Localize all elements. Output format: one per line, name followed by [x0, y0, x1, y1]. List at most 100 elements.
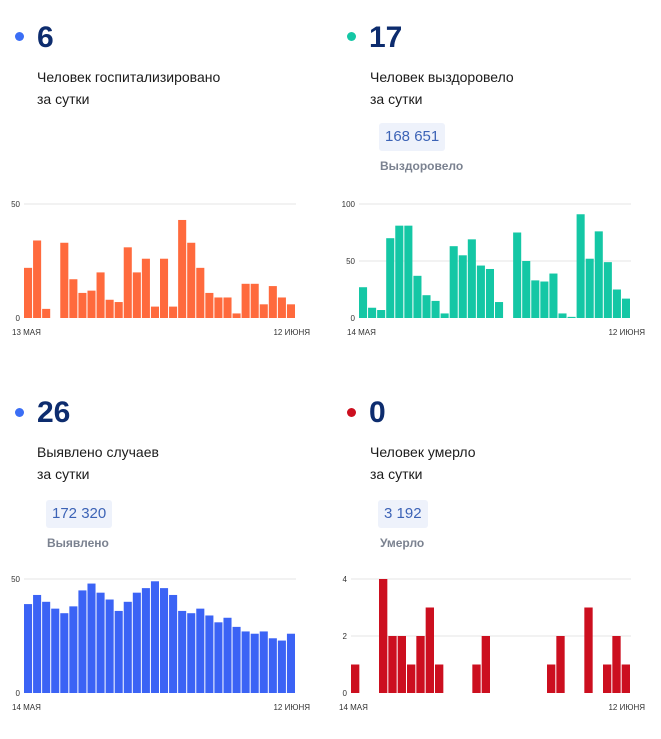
bar — [416, 636, 425, 693]
bar — [286, 633, 295, 693]
bar — [425, 607, 434, 693]
bar — [132, 592, 141, 693]
bar — [458, 255, 467, 318]
bar — [540, 281, 549, 318]
bar — [286, 304, 295, 318]
bar — [42, 308, 51, 318]
bar — [467, 239, 476, 318]
bullet-dot — [347, 408, 356, 417]
bar — [476, 265, 485, 318]
bar — [105, 299, 114, 318]
bar — [351, 664, 360, 693]
total-label: Выздоровело — [380, 159, 464, 173]
total-badge: 3 192 — [378, 500, 428, 528]
bar — [169, 306, 178, 318]
bar — [431, 300, 440, 318]
x-start-label: 14 МАЯ — [347, 328, 376, 337]
bar — [612, 289, 621, 318]
bar — [214, 297, 223, 318]
caption-line-2: за сутки — [37, 466, 90, 482]
y-tick-label: 0 — [343, 689, 348, 698]
daily-value: 6 — [37, 21, 54, 54]
bar — [449, 246, 458, 318]
y-tick-label: 50 — [11, 200, 20, 209]
bar — [123, 247, 132, 318]
bar — [522, 261, 531, 318]
panel-deaths: 0 Человек умерло за сутки 3 192 Умерло 0… — [335, 375, 655, 735]
caption-line-2: за сутки — [370, 91, 423, 107]
bar — [60, 613, 69, 693]
bar — [232, 626, 241, 693]
daily-value: 0 — [369, 396, 386, 429]
bar — [33, 594, 42, 693]
bar — [178, 610, 187, 693]
bar — [160, 588, 169, 693]
daily-value: 26 — [37, 396, 71, 429]
bar — [96, 272, 105, 318]
caption-line-1: Человек госпитализировано — [37, 69, 221, 85]
bullet-dot — [15, 408, 24, 417]
bar — [196, 608, 205, 693]
bar — [51, 608, 60, 693]
bar — [377, 310, 386, 318]
y-tick-label: 4 — [343, 575, 348, 584]
bar — [205, 292, 214, 318]
bar — [187, 613, 196, 693]
bar — [33, 240, 42, 318]
bar — [481, 636, 490, 693]
bar — [413, 275, 422, 318]
bar — [87, 290, 96, 318]
bar — [196, 267, 205, 318]
y-tick-label: 2 — [343, 632, 348, 641]
bar — [250, 633, 259, 693]
x-end-label: 12 ИЮНЯ — [608, 328, 645, 337]
bar — [60, 242, 69, 318]
bar — [495, 302, 504, 318]
bar — [277, 640, 286, 693]
caption-line-2: за сутки — [37, 91, 90, 107]
bar — [558, 313, 567, 318]
bar — [395, 225, 404, 318]
chart-recovered: 0 50 100 14 МАЯ 12 ИЮНЯ — [342, 200, 646, 337]
y-tick-label: 0 — [16, 314, 21, 323]
bar — [277, 297, 286, 318]
bar — [407, 664, 416, 693]
bar — [549, 273, 558, 318]
bar — [114, 302, 123, 318]
bar — [78, 292, 87, 318]
bar — [132, 272, 141, 318]
bar — [259, 631, 268, 693]
bar — [547, 664, 556, 693]
caption-line-1: Выявлено случаев — [37, 444, 159, 460]
panel-recovered: 17 Человек выздоровело за сутки 168 651 … — [335, 0, 655, 360]
y-tick-label: 100 — [342, 200, 356, 209]
x-start-label: 14 МАЯ — [339, 703, 368, 712]
total-label: Выявлено — [47, 536, 109, 550]
bar — [141, 258, 150, 318]
x-end-label: 12 ИЮНЯ — [273, 328, 310, 337]
chart-cases: 0 50 14 МАЯ 12 ИЮНЯ — [11, 575, 310, 712]
total-badge: 168 651 — [379, 123, 446, 151]
bar — [187, 242, 196, 318]
bar — [567, 316, 576, 318]
bullet-dot — [347, 32, 356, 41]
x-end-label: 12 ИЮНЯ — [608, 703, 645, 712]
panel-cases: 26 Выявлено случаев за сутки 172 320 Выя… — [0, 375, 320, 735]
bar — [621, 664, 630, 693]
bullet-dot — [15, 32, 24, 41]
x-start-label: 13 МАЯ — [12, 328, 41, 337]
bar — [24, 267, 33, 318]
bar — [141, 588, 150, 693]
bar — [584, 607, 593, 693]
y-tick-label: 50 — [346, 257, 355, 266]
bar — [232, 313, 241, 318]
bar — [485, 268, 494, 318]
bar — [178, 219, 187, 318]
bar — [612, 636, 621, 693]
y-tick-label: 0 — [351, 314, 356, 323]
bar — [531, 280, 540, 318]
bar — [268, 286, 277, 318]
bar — [69, 279, 78, 318]
bar — [259, 304, 268, 318]
y-tick-label: 50 — [11, 575, 20, 584]
